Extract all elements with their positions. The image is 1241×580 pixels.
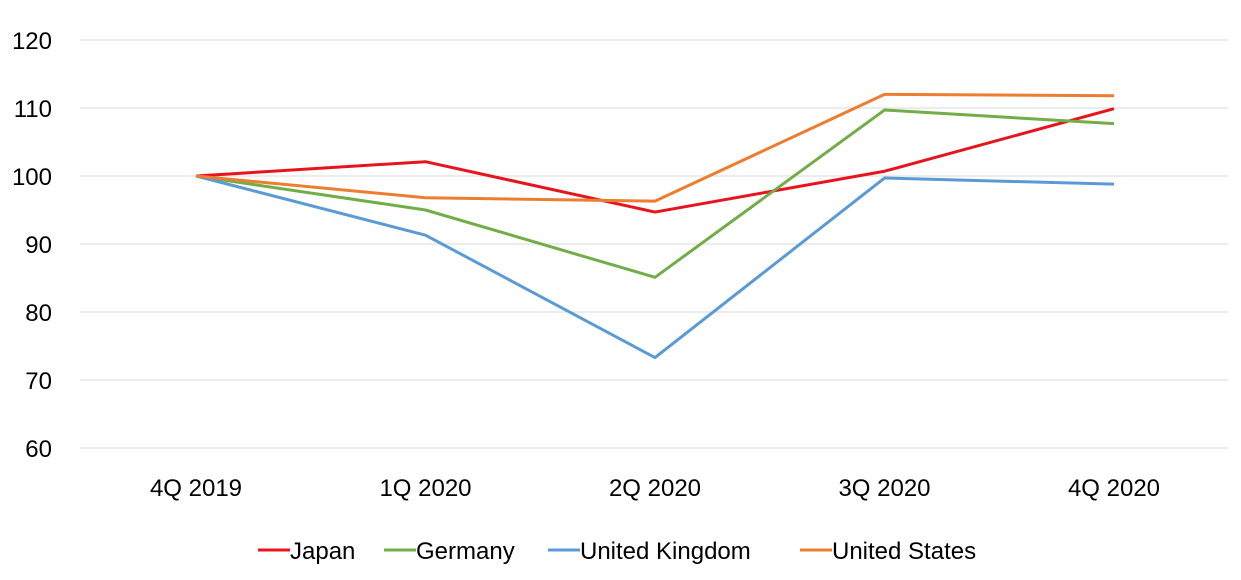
x-tick-label: 1Q 2020: [379, 475, 471, 502]
legend: Japan Germany United Kingdom United States: [258, 538, 976, 565]
legend-label: Germany: [416, 538, 515, 565]
y-tick-label: 120: [12, 28, 52, 55]
gridlines: [80, 39, 1228, 449]
y-tick-label: 100: [12, 164, 52, 191]
y-tick-label: 70: [25, 368, 52, 395]
series-line-germany: [195, 108, 1115, 279]
series-lines: [195, 92, 1115, 360]
y-tick-label: 80: [25, 300, 52, 327]
y-tick-label: 60: [25, 436, 52, 463]
x-tick-label: 3Q 2020: [838, 475, 930, 502]
legend-label: Japan: [290, 538, 355, 565]
legend-label: United States: [832, 538, 976, 565]
y-axis-ticks: 60 70 80 90 100 110 120: [12, 28, 52, 463]
y-tick-label: 90: [25, 232, 52, 259]
legend-label: United Kingdom: [580, 538, 751, 565]
x-tick-label: 4Q 2019: [150, 475, 242, 502]
x-tick-label: 2Q 2020: [609, 475, 701, 502]
x-tick-label: 4Q 2020: [1068, 475, 1160, 502]
series-line-united-states: [195, 92, 1115, 203]
y-tick-label: 110: [14, 96, 52, 123]
series-line-united-kingdom: [195, 174, 1115, 360]
x-axis-ticks: 4Q 2019 1Q 2020 2Q 2020 3Q 2020 4Q 2020: [150, 475, 1160, 502]
